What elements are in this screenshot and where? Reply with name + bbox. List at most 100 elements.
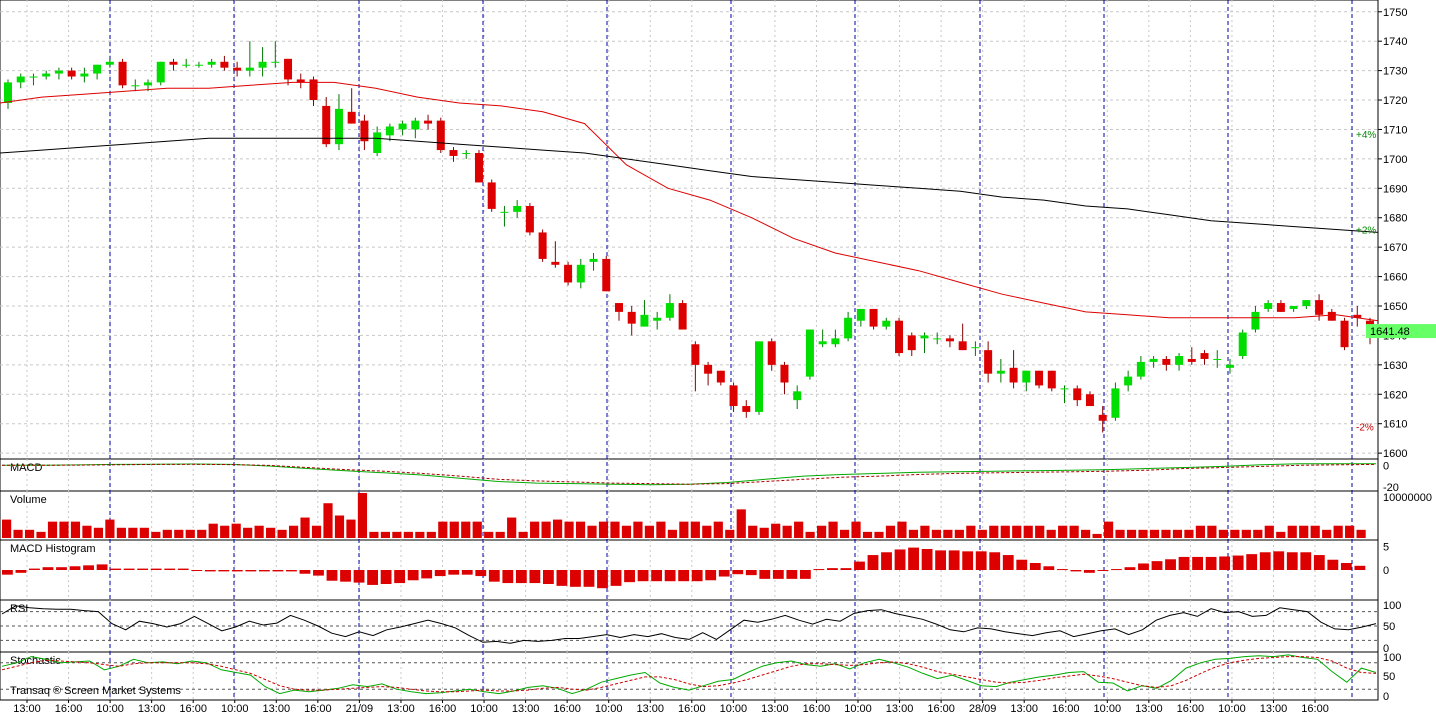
indicator-bar	[935, 550, 947, 570]
price-tick-label: 1700	[1383, 154, 1407, 166]
indicator-bar	[799, 570, 811, 579]
candle-down	[474, 153, 483, 183]
x-tick-label: 28/09	[969, 703, 997, 715]
indicator-bar	[475, 570, 487, 577]
indicator-bar	[705, 570, 717, 581]
indicator-bar	[542, 570, 554, 584]
indicator-bar	[434, 570, 446, 577]
indicator-bar	[772, 570, 784, 579]
indicator-line	[2, 463, 1376, 486]
candle-down	[284, 58, 293, 80]
indicator-bar	[840, 568, 852, 570]
candle-up	[1264, 303, 1273, 309]
indicator-bar	[272, 570, 284, 572]
indicator-bar	[394, 570, 406, 584]
indicator-bar	[96, 564, 108, 570]
indicator-bar	[702, 525, 712, 538]
candle-up	[653, 317, 662, 321]
indicator-bar	[1016, 559, 1028, 570]
indicator-bar	[472, 521, 482, 538]
indicator-bar	[346, 519, 356, 538]
candle-down	[984, 350, 993, 374]
candle-down	[322, 105, 331, 145]
candle-down	[1009, 367, 1018, 383]
candle-down	[716, 370, 725, 383]
indicator-bar	[300, 517, 310, 538]
indicator-bar	[920, 525, 930, 538]
indicator-tick-label: 100	[1383, 652, 1401, 664]
indicator-bar	[1083, 570, 1095, 573]
candle-up	[576, 264, 585, 283]
x-tick-label: 16:00	[1301, 703, 1329, 715]
indicator-bar	[518, 531, 528, 538]
candle-down	[67, 70, 76, 77]
candle-down	[220, 61, 229, 68]
indicator-bar	[948, 550, 960, 570]
indicator-bar	[874, 531, 884, 538]
candle-down	[233, 67, 242, 71]
indicator-bar	[24, 529, 35, 538]
candle-up	[144, 82, 153, 86]
indicator-bar	[813, 569, 825, 571]
indicator-bar	[962, 551, 974, 570]
candle-up	[500, 211, 509, 213]
indicator-bar	[745, 570, 757, 576]
indicator-bar	[885, 525, 896, 538]
indicator-bar	[817, 525, 827, 538]
candle-down	[1187, 358, 1196, 362]
price-tick-label: 1650	[1383, 301, 1407, 313]
indicator-bar	[334, 515, 345, 538]
indicator-bar	[587, 525, 597, 538]
indicator-bar	[461, 521, 471, 538]
indicator-bar	[782, 525, 792, 538]
candle-up	[1060, 388, 1069, 390]
x-tick-label: 10:00	[1218, 703, 1246, 715]
indicator-bar	[759, 527, 769, 538]
indicator-bar	[392, 531, 402, 538]
indicator-bar	[1046, 529, 1056, 538]
price-tick-label: 1690	[1383, 183, 1407, 195]
indicator-bar	[1138, 563, 1149, 570]
indicator-bar	[326, 570, 338, 581]
indicator-bar	[380, 570, 392, 584]
indicator-bar	[116, 527, 126, 538]
candle-up	[589, 258, 598, 262]
indicator-bar	[736, 509, 746, 538]
indicator-tick-label: 100	[1383, 600, 1401, 612]
price-tick-label: 1600	[1383, 448, 1407, 460]
price-tick-label: 1710	[1383, 124, 1407, 136]
candle-up	[665, 303, 674, 318]
x-tick-label: 16:00	[429, 703, 457, 715]
indicator-bar	[552, 519, 563, 538]
indicator-bar	[794, 521, 804, 538]
indicator-bar	[36, 531, 46, 538]
price-tick-label: 1740	[1383, 36, 1407, 48]
indicator-bar	[908, 547, 919, 570]
indicator-bar	[966, 525, 976, 538]
indicator-bar	[13, 529, 23, 538]
indicator-bar	[975, 551, 987, 570]
percent-marker: -2%	[1356, 423, 1374, 434]
candle-down	[614, 303, 623, 312]
indicator-bar	[1056, 569, 1068, 571]
candle-up	[1111, 388, 1120, 418]
candle-up	[1136, 361, 1145, 377]
x-tick-label: 16:00	[1177, 703, 1205, 715]
candle-up	[933, 338, 942, 340]
indicator-bar	[1115, 529, 1125, 538]
indicator-bar	[369, 531, 379, 538]
candle-down	[1098, 414, 1107, 421]
indicator-bar	[1178, 556, 1190, 570]
x-tick-label: 13:00	[886, 703, 914, 715]
candle-up	[996, 370, 1005, 374]
indicator-bar	[651, 570, 663, 582]
indicator-bar	[1000, 525, 1010, 538]
candle-up	[882, 320, 891, 327]
candle-down	[704, 364, 713, 374]
indicator-bar	[1165, 559, 1176, 570]
indicator-bar	[854, 561, 865, 570]
panel-frame	[0, 651, 1379, 701]
indicator-bar	[633, 521, 643, 538]
